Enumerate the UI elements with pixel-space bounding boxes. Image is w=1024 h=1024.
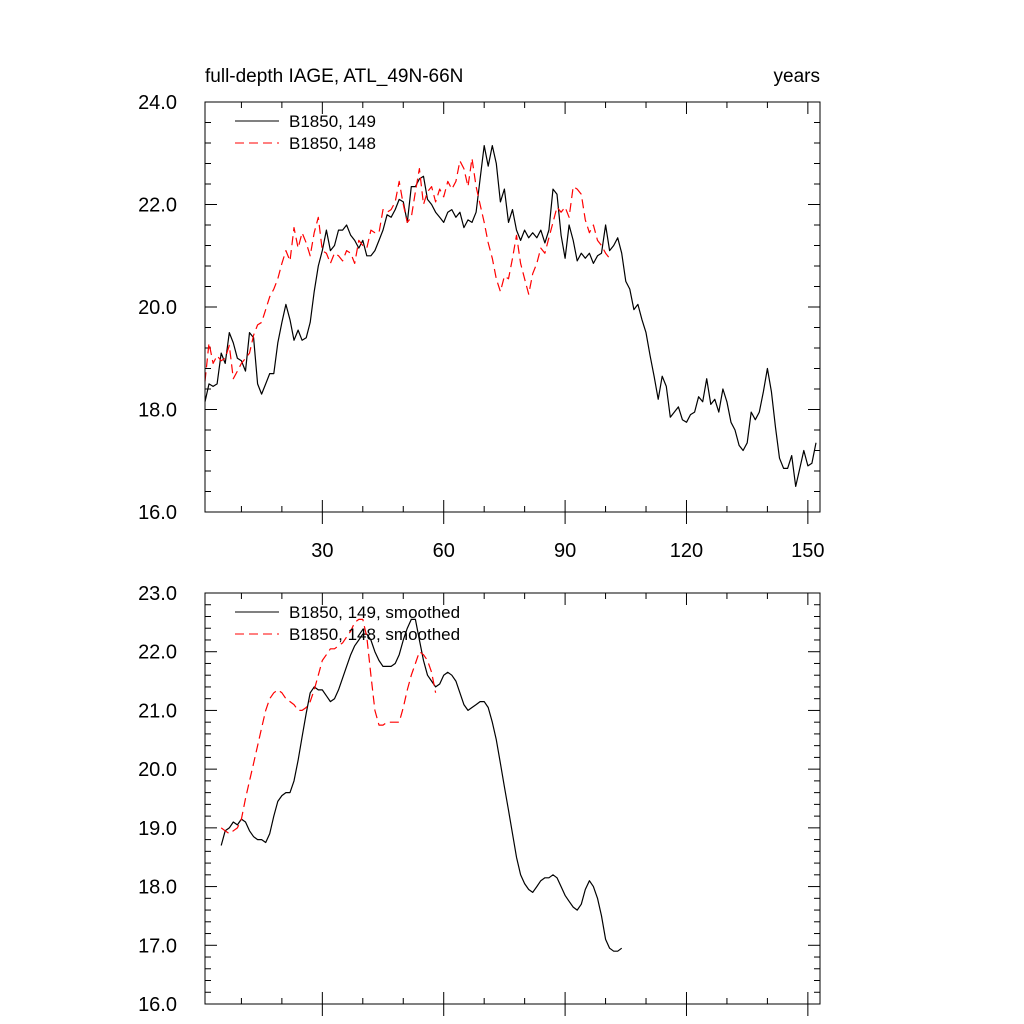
top-panel: full-depth IAGE, ATL_49N-66N years 16.01… [138,66,824,562]
bottom-y-tick-label: 21.0 [138,700,177,722]
bottom-panel-series [220,618,623,952]
bottom-series-line-0 [220,618,623,952]
bottom-legend-label-1: B1850, 148, smoothed [289,625,460,644]
top-legend-label-1: B1850, 148 [289,134,376,153]
top-y-tick-label: 20.0 [138,297,177,319]
top-x-tick-label: 120 [670,540,703,562]
bottom-legend-label-0: B1850, 149, smoothed [289,603,460,622]
top-x-tick-label: 60 [433,540,455,562]
top-panel-frame [204,101,821,513]
top-panel-series [204,145,817,487]
bottom-panel-frame [204,592,821,1005]
top-panel-title: full-depth IAGE, ATL_49N-66N [205,66,463,87]
top-series-line-1 [204,157,611,382]
bottom-y-tick-label: 18.0 [138,877,177,899]
bottom-y-tick-label: 20.0 [138,759,177,781]
top-panel-ticks: 16.0 18.0 20.0 22.0 24.0 30 60 90 120 150 [138,92,824,562]
top-x-tick-label: 90 [554,540,576,562]
top-series-line-0 [204,145,817,487]
top-legend-label-0: B1850, 149 [289,112,376,131]
bottom-panel-ticks: 16.0 17.0 18.0 19.0 20.0 21.0 22.0 23.0 [138,583,820,1016]
top-x-tick-label: 150 [791,540,824,562]
bottom-panel-legend: B1850, 149, smoothed B1850, 148, smoothe… [235,603,460,644]
bottom-y-tick-label: 17.0 [138,935,177,957]
bottom-panel: 16.0 17.0 18.0 19.0 20.0 21.0 22.0 23.0 B1850, … [138,583,821,1016]
top-y-tick-label: 24.0 [138,92,177,114]
top-x-tick-label: 30 [311,540,333,562]
bottom-y-tick-label: 16.0 [138,994,177,1016]
top-y-tick-label: 16.0 [138,502,177,524]
top-panel-units: years [774,66,820,87]
top-y-tick-label: 18.0 [138,400,177,422]
bottom-y-tick-label: 23.0 [138,583,177,605]
bottom-y-tick-label: 22.0 [138,642,177,664]
bottom-y-tick-label: 19.0 [138,818,177,840]
top-panel-legend: B1850, 149 B1850, 148 [235,112,376,153]
top-y-tick-label: 22.0 [138,195,177,217]
bottom-series-line-1 [220,618,437,835]
